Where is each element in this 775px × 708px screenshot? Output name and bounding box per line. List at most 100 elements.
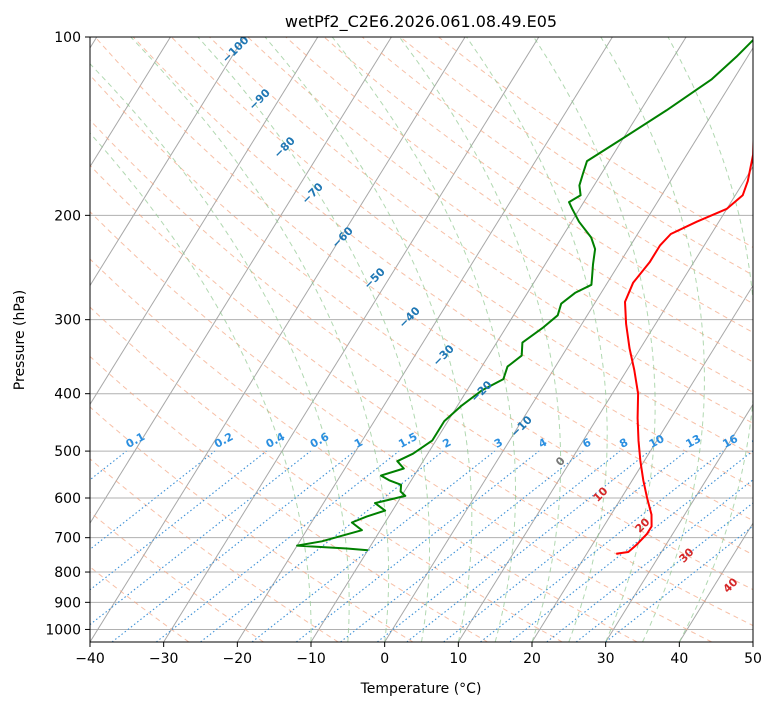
dry-adiabat bbox=[90, 74, 753, 556]
mixing-ratio-line bbox=[251, 450, 496, 642]
mixing-ratio-label: 3 bbox=[492, 436, 505, 451]
x-tick-label: −40 bbox=[75, 651, 105, 667]
dry-adiabat bbox=[90, 511, 264, 642]
x-tick-label: −30 bbox=[149, 651, 179, 667]
mixing-ratio-label: 2 bbox=[441, 436, 454, 451]
moist-adiabat bbox=[667, 37, 753, 642]
dry-adiabat bbox=[90, 258, 638, 642]
dry-adiabat bbox=[90, 355, 488, 642]
isotherm-gridline bbox=[90, 37, 245, 287]
plot-frame bbox=[89, 36, 754, 643]
mixing-ratio-line bbox=[546, 479, 753, 642]
isotherm-gridline bbox=[90, 37, 392, 525]
moist-adiabat bbox=[197, 37, 430, 642]
mixing-ratio-label: 0.6 bbox=[308, 430, 332, 451]
dry-adiabat bbox=[171, 37, 753, 456]
mixing-ratio-line bbox=[90, 450, 311, 626]
y-tick-label: 1000 bbox=[45, 622, 81, 638]
isotherm-gridline bbox=[90, 37, 466, 642]
isotherm-label: −50 bbox=[361, 265, 388, 292]
mixing-ratio-line bbox=[509, 450, 753, 642]
y-tick-label: 700 bbox=[54, 531, 81, 547]
dry-adiabat bbox=[361, 37, 753, 305]
isotherm-label: 30 bbox=[677, 545, 697, 565]
mixing-ratio-label: 16 bbox=[720, 432, 740, 451]
dry-adiabat bbox=[90, 406, 414, 642]
isotherm-gridline bbox=[90, 37, 319, 406]
x-tick-label: 0 bbox=[380, 651, 389, 667]
mixing-ratio-line bbox=[443, 450, 687, 642]
isotherm-label: −10 bbox=[508, 413, 535, 440]
isotherm-gridline bbox=[605, 403, 753, 642]
moist-adiabat bbox=[331, 37, 516, 642]
isotherm-gridline bbox=[384, 46, 753, 642]
moist-adiabat bbox=[90, 132, 312, 642]
dry-adiabat bbox=[90, 566, 190, 642]
dry-adiabat bbox=[323, 37, 753, 334]
isotherm-gridline bbox=[90, 37, 171, 168]
isotherm-gridline bbox=[531, 284, 753, 642]
x-tick-label: 50 bbox=[744, 651, 762, 667]
mixing-ratio-label: 6 bbox=[580, 436, 593, 451]
y-tick-label: 400 bbox=[54, 387, 81, 403]
dewpoint-profile-line bbox=[296, 38, 753, 552]
mixing-ratio-label: 1 bbox=[352, 436, 365, 451]
y-tick-label: 800 bbox=[54, 565, 81, 581]
isotherm-label: −30 bbox=[430, 342, 457, 369]
isotherm-label: 20 bbox=[633, 515, 653, 535]
mixing-ratio-line bbox=[376, 450, 621, 642]
x-axis-label: Temperature (°C) bbox=[360, 681, 482, 697]
isotherm-gridline bbox=[163, 37, 540, 642]
mixing-ratio-label: 8 bbox=[617, 436, 630, 451]
mixing-ratio-label: 4 bbox=[536, 436, 549, 451]
mixing-ratio-line bbox=[155, 450, 400, 642]
moist-adiabat bbox=[264, 37, 473, 642]
y-tick-label: 900 bbox=[54, 595, 81, 611]
y-tick-label: 600 bbox=[54, 491, 81, 507]
dry-adiabat bbox=[247, 37, 753, 393]
moist-adiabat bbox=[90, 63, 350, 642]
isotherm-label: −60 bbox=[329, 224, 356, 251]
mixing-ratio-label: 10 bbox=[647, 432, 667, 451]
dry-adiabat bbox=[90, 306, 563, 642]
dry-adiabat bbox=[132, 37, 753, 488]
isotherm-label: 10 bbox=[591, 484, 611, 504]
mixing-ratio-label: 13 bbox=[684, 432, 704, 451]
chart-title: wetPf2_C2E6.2026.061.08.49.E05 bbox=[285, 12, 557, 32]
moist-adiabat bbox=[398, 37, 562, 642]
x-tick-label: 20 bbox=[523, 651, 541, 667]
isotherm-gridline bbox=[236, 37, 613, 642]
x-tick-label: −20 bbox=[223, 651, 253, 667]
isotherm-gridline bbox=[752, 641, 753, 642]
dry-adiabat bbox=[94, 37, 753, 522]
dry-adiabat bbox=[90, 164, 753, 627]
y-tick-label: 200 bbox=[54, 208, 81, 224]
mixing-ratio-line bbox=[340, 450, 584, 642]
dry-adiabat bbox=[285, 37, 753, 363]
dry-adiabat bbox=[90, 458, 339, 642]
x-tick-label: 10 bbox=[449, 651, 467, 667]
dry-adiabat bbox=[90, 119, 753, 591]
dry-adiabat bbox=[438, 37, 753, 248]
dry-adiabat bbox=[90, 211, 712, 642]
y-axis-label: Pressure (hPa) bbox=[12, 290, 28, 390]
mixing-ratio-line bbox=[605, 525, 753, 642]
temperature-profile-line bbox=[616, 93, 753, 555]
y-tick-label: 100 bbox=[54, 30, 81, 46]
mixing-ratio-label: 0.2 bbox=[212, 430, 235, 451]
x-tick-label: 40 bbox=[670, 651, 688, 667]
isotherm-label: −100 bbox=[220, 33, 252, 65]
isotherm-label: 0 bbox=[553, 454, 568, 469]
isotherm-label: 40 bbox=[721, 575, 741, 595]
mixing-ratio-label: 0.1 bbox=[124, 430, 147, 451]
isotherm-gridline bbox=[457, 165, 753, 642]
moist-adiabat bbox=[600, 37, 705, 642]
isotherm-label: −70 bbox=[299, 180, 326, 207]
x-tick-label: 30 bbox=[597, 651, 615, 667]
isotherm-gridline bbox=[678, 522, 753, 642]
x-tick-label: −10 bbox=[296, 651, 326, 667]
y-tick-label: 300 bbox=[54, 313, 81, 329]
y-tick-label: 500 bbox=[54, 444, 81, 460]
moist-adiabat bbox=[130, 37, 390, 642]
